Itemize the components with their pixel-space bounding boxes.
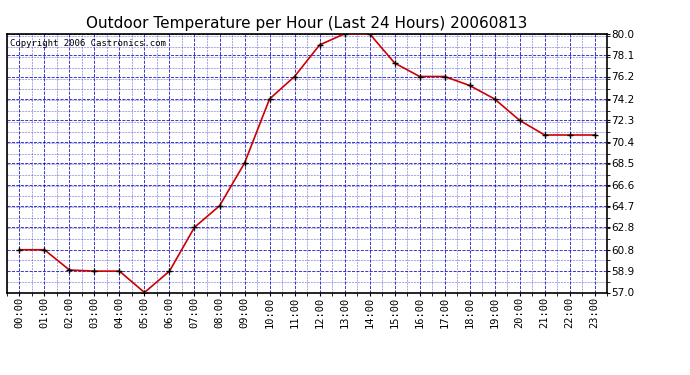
Title: Outdoor Temperature per Hour (Last 24 Hours) 20060813: Outdoor Temperature per Hour (Last 24 Ho… bbox=[86, 16, 528, 31]
Text: Copyright 2006 Castronics.com: Copyright 2006 Castronics.com bbox=[10, 39, 166, 48]
